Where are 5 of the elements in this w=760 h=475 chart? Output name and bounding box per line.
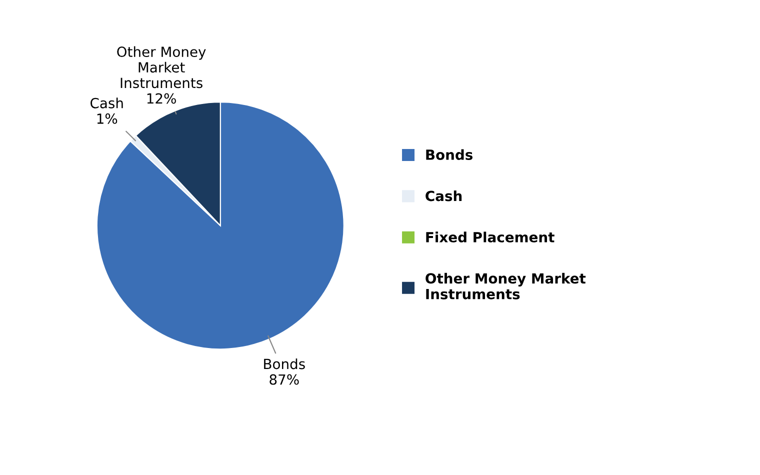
legend-label: Other Money Market Instruments — [426, 272, 586, 300]
data-label: Bonds 87% — [264, 358, 305, 385]
legend-label: Cash — [426, 190, 462, 202]
legend-label: Bonds — [426, 149, 472, 160]
legend-label: Fixed Placement — [426, 232, 554, 242]
